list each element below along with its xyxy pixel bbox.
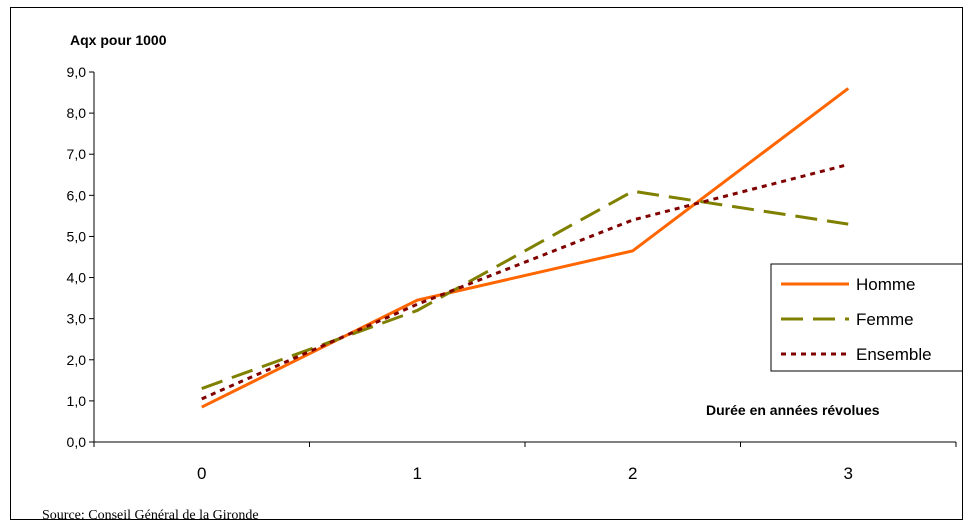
y-tick-label: 1,0 [67, 393, 87, 409]
legend-label-homme: Homme [856, 275, 916, 294]
legend-label-femme: Femme [856, 310, 914, 329]
legend: Homme Femme Ensemble [770, 263, 962, 372]
series-line-homme [201, 87, 850, 409]
chart-frame: Aqx pour 1000 0,0 1,0 2,0 3,0 4,0 5,0 6,0 7,0 8,… [10, 7, 963, 523]
x-tick-labels: 0 1 2 3 [197, 464, 853, 483]
y-tick-labels: 0,0 1,0 2,0 3,0 4,0 5,0 6,0 7,0 8,0 9,0 [67, 64, 87, 450]
y-tick-label: 0,0 [67, 434, 87, 450]
series-line-ensemble [201, 163, 849, 401]
series-line-femme [201, 189, 849, 390]
series-lines [201, 87, 850, 409]
y-tick-label: 7,0 [67, 146, 87, 162]
y-tick-label: 4,0 [67, 270, 87, 286]
legend-label-ensemble: Ensemble [856, 345, 932, 364]
x-axis-annotation: Durée en années révolues [706, 402, 880, 418]
y-tick-label: 3,0 [67, 311, 87, 327]
axes [89, 71, 957, 447]
x-tick-label: 2 [628, 464, 637, 483]
y-tick-label: 9,0 [67, 64, 87, 80]
y-tick-label: 2,0 [67, 352, 87, 368]
line-chart: Aqx pour 1000 0,0 1,0 2,0 3,0 4,0 5,0 6,0 7,0 8,… [67, 32, 962, 483]
y-tick-label: 8,0 [67, 105, 87, 121]
x-tick-label: 3 [844, 464, 853, 483]
y-tick-label: 6,0 [67, 187, 87, 203]
x-tick-label: 1 [413, 464, 422, 483]
source-note: Source: Conseil Général de la Gironde [42, 508, 259, 523]
y-axis-title: Aqx pour 1000 [70, 32, 167, 48]
x-tick-label: 0 [197, 464, 206, 483]
y-tick-label: 5,0 [67, 228, 87, 244]
